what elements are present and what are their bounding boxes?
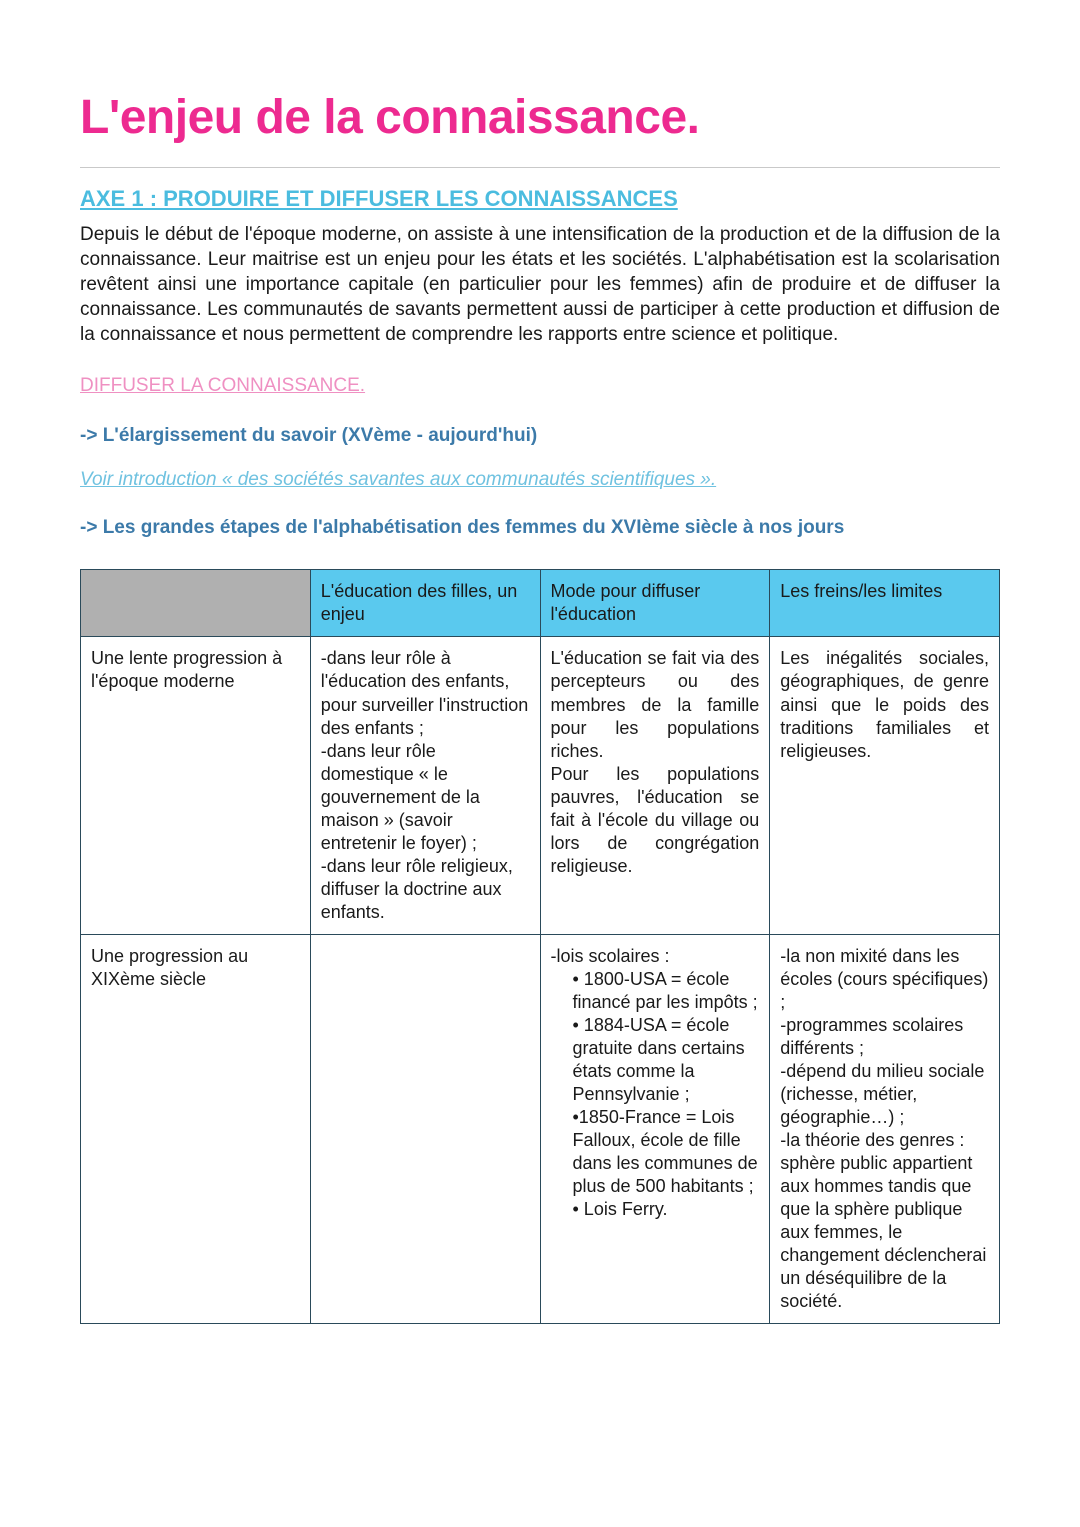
page-title: L'enjeu de la connaissance. bbox=[80, 90, 1000, 145]
cell-line: -programmes scolaires différents ; bbox=[780, 1014, 989, 1060]
axe-heading: AXE 1 : PRODUIRE ET DIFFUSER LES CONNAIS… bbox=[80, 186, 1000, 212]
cell-line: -la non mixité dans les écoles (cours sp… bbox=[780, 945, 989, 1014]
alphabetisation-table: L'éducation des filles, un enjeu Mode po… bbox=[80, 569, 1000, 1324]
table-header-enjeu: L'éducation des filles, un enjeu bbox=[310, 570, 540, 637]
cell-enjeu bbox=[310, 934, 540, 1324]
cell-line: -dans leur rôle religieux, diffuser la d… bbox=[321, 855, 530, 924]
table-header-freins: Les freins/les limites bbox=[770, 570, 1000, 637]
topic-elargissement: -> L'élargissement du savoir (XVème - au… bbox=[80, 425, 1000, 447]
topic-alphabetisation: -> Les grandes étapes de l'alphabétisati… bbox=[80, 517, 1000, 539]
cell-line: -lois scolaires : bbox=[551, 945, 760, 968]
cell-bullet: • 1800-USA = école financé par les impôt… bbox=[551, 968, 760, 1014]
intro-paragraph: Depuis le début de l'époque moderne, on … bbox=[80, 222, 1000, 347]
cell-line: -dans leur rôle domestique « le gouverne… bbox=[321, 740, 530, 855]
cell-bullet: •1850-France = Lois Falloux, école de fi… bbox=[551, 1106, 760, 1198]
cell-line: -dans leur rôle à l'éducation des enfant… bbox=[321, 647, 530, 739]
cell-line: -dépend du milieu sociale (richesse, mét… bbox=[780, 1060, 989, 1129]
cell-mode: L'éducation se fait via des percepteurs … bbox=[540, 637, 770, 934]
section-subheading: DIFFUSER LA CONNAISSANCE. bbox=[80, 375, 1000, 397]
cell-freins: -la non mixité dans les écoles (cours sp… bbox=[770, 934, 1000, 1324]
document-page: L'enjeu de la connaissance. AXE 1 : PROD… bbox=[0, 0, 1080, 1384]
table-header-blank bbox=[81, 570, 311, 637]
cell-line: Pour les populations pauvres, l'éducatio… bbox=[551, 763, 760, 878]
cell-freins: Les inégalités sociales, géographiques, … bbox=[770, 637, 1000, 934]
cell-bullet: • Lois Ferry. bbox=[551, 1198, 760, 1221]
table-row: Une lente progression à l'époque moderne… bbox=[81, 637, 1000, 934]
row-label: Une lente progression à l'époque moderne bbox=[81, 637, 311, 934]
row-label: Une progression au XIXème siècle bbox=[81, 934, 311, 1324]
table-row: Une progression au XIXème siècle -lois s… bbox=[81, 934, 1000, 1324]
cell-mode: -lois scolaires : • 1800-USA = école fin… bbox=[540, 934, 770, 1324]
cell-enjeu: -dans leur rôle à l'éducation des enfant… bbox=[310, 637, 540, 934]
table-header-mode: Mode pour diffuser l'éducation bbox=[540, 570, 770, 637]
cell-line: -la théorie des genres : sphère public a… bbox=[780, 1129, 989, 1313]
see-introduction-note: Voir introduction « des sociétés savante… bbox=[80, 469, 1000, 491]
title-divider bbox=[80, 167, 1000, 168]
cell-line: L'éducation se fait via des percepteurs … bbox=[551, 647, 760, 762]
table-header-row: L'éducation des filles, un enjeu Mode po… bbox=[81, 570, 1000, 637]
cell-bullet: • 1884-USA = école gratuite dans certain… bbox=[551, 1014, 760, 1106]
